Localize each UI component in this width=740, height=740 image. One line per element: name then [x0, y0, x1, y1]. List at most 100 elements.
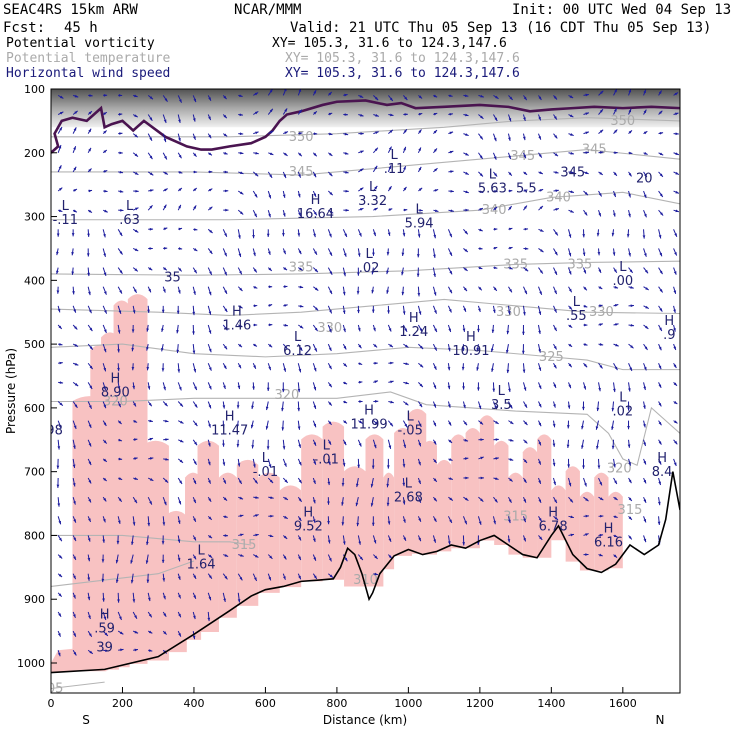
wind-vector-head	[372, 252, 375, 256]
wind-vector-head	[615, 323, 619, 326]
wind-vector-head	[583, 270, 586, 274]
wind-vector-head	[238, 253, 242, 257]
wind-vector-head	[105, 649, 109, 652]
wind-vector-head	[490, 348, 494, 352]
wind-vector-head	[208, 424, 211, 428]
wind-vector-head	[134, 229, 139, 233]
wind-vector-head	[673, 401, 678, 404]
wind-vector-head	[507, 311, 511, 315]
wind-vector-head	[179, 403, 183, 407]
extremum-value: 98	[46, 424, 63, 439]
wind-vector-head	[373, 344, 378, 348]
theta-label-350: 350	[610, 114, 635, 129]
extremum-value: .02	[612, 405, 633, 420]
wind-vector-head	[254, 554, 259, 558]
wind-vector-head	[585, 514, 589, 518]
extremum-value: 8.90	[101, 385, 130, 400]
wind-vector-head	[268, 267, 272, 271]
wind-vector-head	[343, 400, 348, 404]
wind-vector-head	[74, 343, 79, 347]
wind-vector-head	[509, 458, 514, 461]
shaded-region-5	[142, 440, 169, 661]
wind-vector-head	[419, 328, 423, 332]
wind-vector-head	[145, 560, 149, 564]
wind-vector-head	[193, 575, 197, 579]
wind-vector-head	[389, 129, 393, 134]
extremum-value: 6.12	[283, 344, 312, 359]
wind-vector-head	[659, 289, 663, 293]
wind-vector-head	[313, 557, 316, 561]
wind-vector-head	[478, 308, 481, 312]
wind-vector-head	[314, 327, 318, 332]
wind-vector-head	[418, 112, 423, 116]
wind-vector-head	[553, 481, 556, 486]
wind-vector-head	[239, 305, 243, 309]
wind-vector-head	[255, 533, 259, 537]
wind-vector-head	[524, 247, 529, 250]
wind-vector-head	[465, 190, 469, 194]
wind-vector-head	[208, 535, 213, 539]
wind-vector-head	[104, 209, 108, 213]
wind-vector-head	[418, 423, 422, 428]
wind-vector-head	[284, 323, 288, 327]
wind-vector-head	[555, 208, 559, 211]
wind-vector-head	[88, 147, 91, 152]
wind-vector-head	[614, 304, 619, 307]
wind-vector-head	[281, 407, 284, 412]
wind-vector-head	[449, 252, 452, 256]
wind-vector-head	[643, 386, 646, 390]
wind-vector-head	[103, 616, 107, 621]
wind-vector-head	[344, 113, 348, 116]
wind-vector-head	[165, 457, 169, 461]
wind-vector-head	[344, 93, 348, 97]
wind-vector-head	[298, 212, 301, 217]
wind-vector-head	[626, 234, 630, 238]
axes: 0 200 400 600 800 1000 1200 1400 1600 100 200 300 40…	[17, 83, 637, 710]
wind-vector-head	[611, 426, 614, 430]
wind-vector-head	[240, 151, 244, 155]
wind-vector-head	[254, 92, 259, 96]
wind-vector-head	[355, 483, 359, 488]
wind-vector-head	[253, 464, 256, 468]
wind-vector-head	[297, 193, 301, 198]
wind-vector-head	[614, 480, 617, 484]
wind-vector-head	[371, 465, 375, 469]
wind-vector-head	[72, 464, 76, 468]
extremum-value: 345	[560, 165, 585, 180]
wind-vector-head	[600, 514, 604, 518]
wind-vector-head	[133, 403, 136, 407]
wind-vector-head	[269, 108, 273, 113]
wind-vector-head	[674, 252, 677, 256]
wind-vector-head	[493, 227, 498, 231]
wind-vector-head	[253, 304, 258, 308]
wind-vector-head	[433, 366, 437, 370]
wind-vector-head	[240, 554, 244, 557]
wind-vector-head	[480, 476, 484, 480]
wind-vector-head	[447, 366, 451, 371]
wind-vector-head	[418, 518, 421, 522]
x-end-label-south: S	[82, 713, 90, 727]
wind-vector-head	[163, 501, 167, 506]
wind-vector-head	[239, 514, 244, 518]
wind-vector-head	[239, 576, 243, 581]
wind-vector-head	[313, 211, 317, 216]
wind-vector-head	[56, 251, 59, 256]
wind-vector-head	[522, 369, 526, 373]
wind-vector-head	[313, 193, 317, 197]
wind-vector-head	[224, 151, 228, 155]
wind-vector-head	[374, 147, 378, 152]
wind-vector-head	[269, 130, 274, 134]
wind-vector-head	[87, 577, 91, 581]
wind-vector-head	[570, 133, 574, 136]
wind-vector-head	[223, 385, 226, 390]
wind-vector-head	[74, 383, 79, 387]
wind-vector-head	[388, 146, 392, 151]
extremum-value: 11.47	[211, 424, 248, 439]
wind-vector-head	[627, 407, 630, 411]
extremum-value: -.01	[314, 452, 339, 467]
theta-label-315: 315	[503, 509, 528, 524]
wind-vector-head	[342, 291, 346, 296]
wind-vector-head	[370, 503, 374, 507]
wind-vector-head	[630, 304, 634, 308]
extremum-letter: L	[619, 260, 627, 275]
